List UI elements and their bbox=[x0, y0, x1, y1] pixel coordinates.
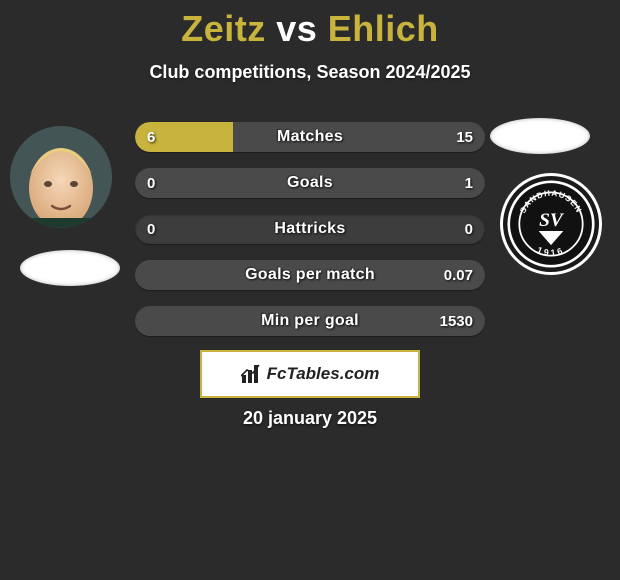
flag-left bbox=[20, 250, 120, 286]
svg-text:1916: 1916 bbox=[536, 245, 567, 258]
stat-row: 0Goals1 bbox=[135, 168, 485, 198]
comparison-card: Zeitz vs Ehlich Club competitions, Seaso… bbox=[0, 0, 620, 580]
stat-value-right: 0 bbox=[465, 214, 473, 244]
brand-box: FcTables.com bbox=[200, 350, 420, 398]
sandhausen-badge-icon: SANDHAUSEN 1916 SV bbox=[507, 180, 595, 268]
stat-row: 0Hattricks0 bbox=[135, 214, 485, 244]
stat-label: Goals bbox=[135, 168, 485, 198]
flag-right bbox=[490, 118, 590, 154]
stat-row: Min per goal1530 bbox=[135, 306, 485, 336]
stat-label: Goals per match bbox=[135, 260, 485, 290]
title-left: Zeitz bbox=[181, 8, 266, 49]
stat-value-right: 15 bbox=[456, 122, 473, 152]
stat-value-right: 0.07 bbox=[444, 260, 473, 290]
footer-date: 20 january 2025 bbox=[0, 408, 620, 429]
svg-text:SV: SV bbox=[539, 210, 565, 231]
page-title: Zeitz vs Ehlich bbox=[0, 0, 620, 50]
stats-table: 6Matches150Goals10Hattricks0Goals per ma… bbox=[135, 122, 485, 352]
stat-label: Matches bbox=[135, 122, 485, 152]
stat-value-right: 1530 bbox=[440, 306, 473, 336]
club-badge-right: SANDHAUSEN 1916 SV bbox=[500, 173, 602, 275]
stat-row: 6Matches15 bbox=[135, 122, 485, 152]
title-right: Ehlich bbox=[328, 8, 439, 49]
player-face-icon bbox=[10, 126, 112, 228]
stat-label: Min per goal bbox=[135, 306, 485, 336]
stat-value-right: 1 bbox=[465, 168, 473, 198]
bar-chart-icon bbox=[241, 363, 263, 385]
stat-row: Goals per match0.07 bbox=[135, 260, 485, 290]
subtitle: Club competitions, Season 2024/2025 bbox=[0, 62, 620, 83]
title-vs: vs bbox=[266, 8, 328, 49]
stat-label: Hattricks bbox=[135, 214, 485, 244]
brand-label: FcTables.com bbox=[267, 364, 380, 384]
player-avatar-left bbox=[10, 126, 112, 228]
svg-text:SANDHAUSEN: SANDHAUSEN bbox=[518, 189, 583, 215]
